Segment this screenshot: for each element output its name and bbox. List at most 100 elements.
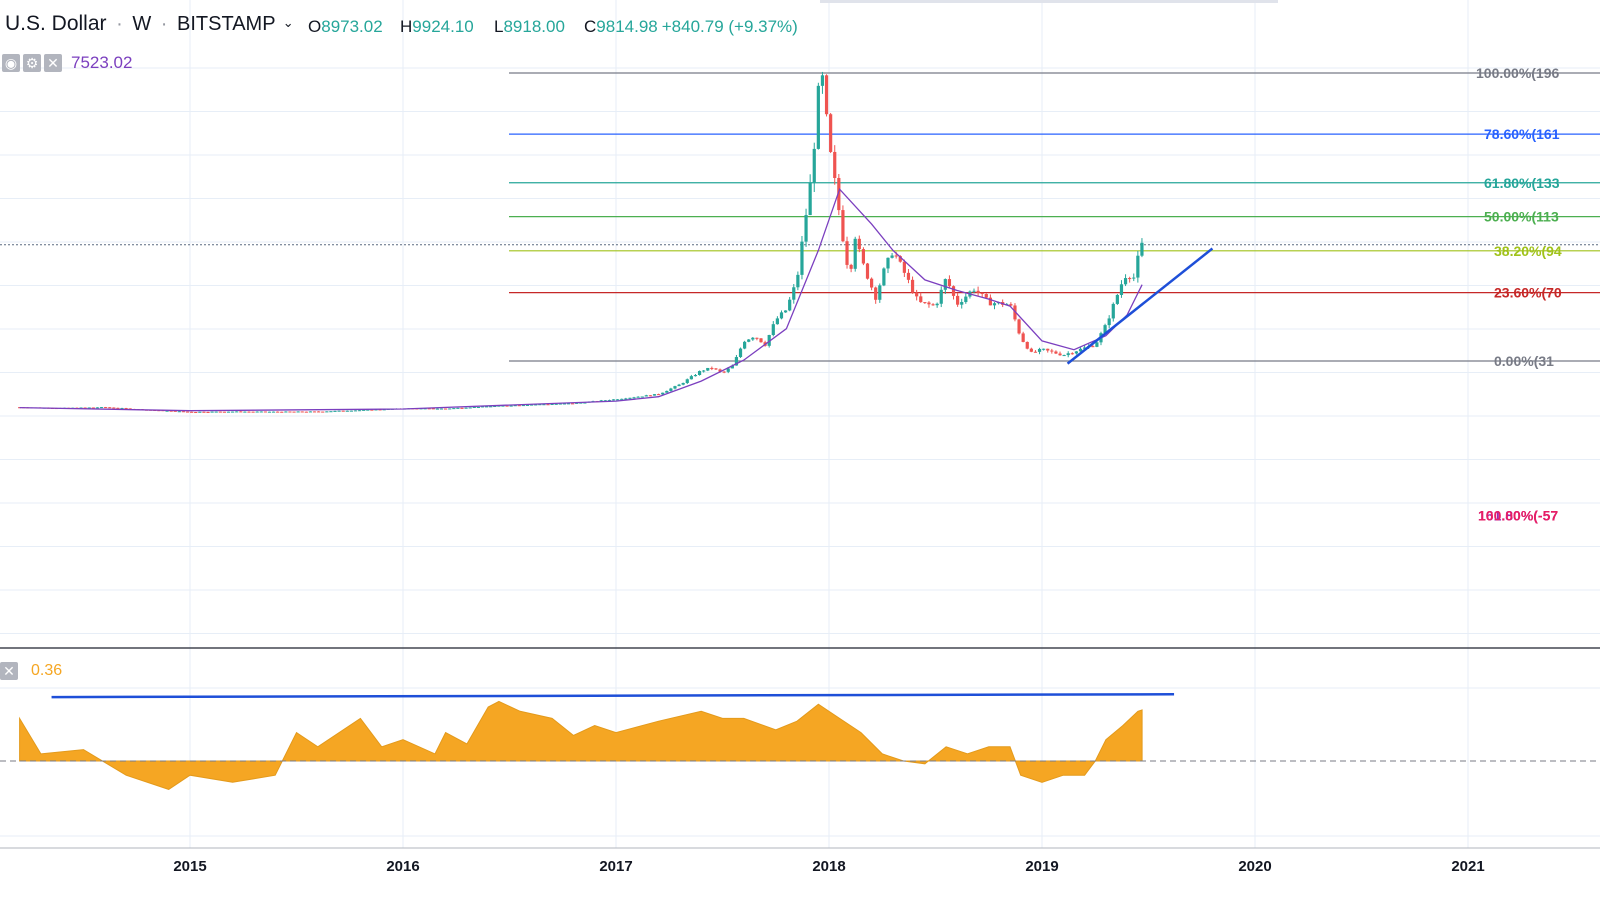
candle-body xyxy=(730,365,734,369)
candle-body xyxy=(83,407,87,409)
ohlc-high: H9924.10 xyxy=(400,17,474,37)
candle-body xyxy=(177,411,181,413)
change-value: +840.79 (+9.37%) xyxy=(661,17,798,36)
candle-body xyxy=(755,337,759,339)
gear-icon[interactable]: ⚙ xyxy=(23,53,41,72)
time-axis-label: 2019 xyxy=(1025,858,1058,875)
candle-body xyxy=(280,411,284,413)
exchange-label[interactable]: BITSTAMP xyxy=(177,13,276,35)
candle-body xyxy=(1140,242,1144,256)
candle-body xyxy=(673,386,677,389)
candle-body xyxy=(931,304,935,306)
price-candles xyxy=(18,71,1144,414)
candle-body xyxy=(1128,278,1132,280)
candle-body xyxy=(542,404,546,406)
candle-body xyxy=(636,396,640,398)
candle-body xyxy=(960,302,964,305)
candle-body xyxy=(804,215,808,242)
candle-body xyxy=(661,392,665,395)
candle-body xyxy=(509,405,513,407)
fibonacci-retracement[interactable]: 100.00%(196 78.60%(161 61.80%(133 50.00%(11… xyxy=(509,65,1600,523)
candle-body xyxy=(505,405,509,407)
symbol-header[interactable]: U.S. Dollar · W · BITSTAMP ⌄ xyxy=(5,12,294,36)
fib-level-label: 23.60%(70 xyxy=(1494,285,1562,301)
candle-body xyxy=(751,337,755,340)
time-axis-label: 2016 xyxy=(386,858,419,875)
candle-body xyxy=(984,293,988,298)
candle-body xyxy=(276,411,280,413)
candle-body xyxy=(849,264,853,269)
candle-body xyxy=(1095,342,1099,347)
candle-body xyxy=(99,407,104,409)
candle-body xyxy=(570,403,575,405)
candle-body xyxy=(185,411,190,413)
candle-body xyxy=(1111,303,1115,319)
candle-body xyxy=(484,406,489,408)
candle-body xyxy=(833,151,837,178)
candle-body xyxy=(845,241,849,265)
candle-body xyxy=(116,407,120,409)
interval-label[interactable]: W xyxy=(132,13,152,35)
candle-body xyxy=(435,408,440,410)
candle-body xyxy=(190,411,194,413)
candle-body xyxy=(1066,353,1070,356)
low-value: 8918.00 xyxy=(503,17,565,36)
trendline-price[interactable] xyxy=(1066,247,1214,365)
eye-icon[interactable]: ◉ xyxy=(2,53,20,72)
time-axis-label: 2015 xyxy=(173,858,206,875)
candle-body xyxy=(448,408,452,410)
time-axis[interactable]: 2015 2016 2017 2018 2019 2020 2021 xyxy=(173,858,1484,875)
candle-body xyxy=(951,286,956,296)
candle-body xyxy=(427,408,431,410)
candle-body xyxy=(726,368,730,372)
candle-body xyxy=(865,263,870,279)
candle-body xyxy=(304,411,308,413)
chevron-down-icon[interactable]: ⌄ xyxy=(282,15,294,30)
ohlc-low: L8918.00 xyxy=(494,17,565,37)
candle-body xyxy=(607,400,612,402)
indicator-lower-value: 0.36 xyxy=(31,662,63,679)
candle-body xyxy=(489,406,493,408)
symbol-name[interactable]: U.S. Dollar xyxy=(5,12,107,35)
candle-body xyxy=(857,238,861,250)
candle-body xyxy=(677,384,681,387)
candle-body xyxy=(1050,350,1054,352)
time-axis-label: 2020 xyxy=(1238,858,1271,875)
candle-body xyxy=(362,409,366,411)
candle-body xyxy=(722,371,726,373)
close-icon[interactable]: ✕ xyxy=(0,662,18,680)
candle-body xyxy=(198,411,202,413)
candle-body xyxy=(861,249,866,264)
trendline xyxy=(1066,247,1214,365)
candle-body xyxy=(464,407,468,409)
top-toolbar-edge xyxy=(820,0,1278,3)
candle-body xyxy=(255,411,259,413)
candle-body xyxy=(218,411,222,413)
candle-body xyxy=(472,407,476,409)
candle-body xyxy=(1033,351,1038,353)
fib-level-label: 100.00%(-57 xyxy=(1478,507,1558,523)
candle-body xyxy=(263,411,267,413)
candle-body xyxy=(1058,353,1062,356)
candle-body xyxy=(923,302,927,304)
ma-line xyxy=(19,187,1143,412)
candle-body xyxy=(870,278,874,288)
close-icon[interactable]: ✕ xyxy=(44,53,62,72)
candle-body xyxy=(165,410,169,412)
candle-body xyxy=(231,411,235,413)
candle-body xyxy=(816,85,820,149)
candle-body xyxy=(718,369,722,372)
candle-body xyxy=(288,411,292,413)
candle-body xyxy=(710,367,714,369)
candle-body xyxy=(1107,318,1111,326)
candle-body xyxy=(874,287,878,300)
candle-body xyxy=(964,296,968,303)
candle-body xyxy=(906,272,911,280)
ohlc-open: O8973.02 xyxy=(308,17,383,37)
candle-body xyxy=(1025,341,1029,349)
candle-body xyxy=(423,408,427,410)
candle-body xyxy=(120,408,124,410)
candle-body xyxy=(808,182,812,216)
candle-body xyxy=(321,411,325,413)
